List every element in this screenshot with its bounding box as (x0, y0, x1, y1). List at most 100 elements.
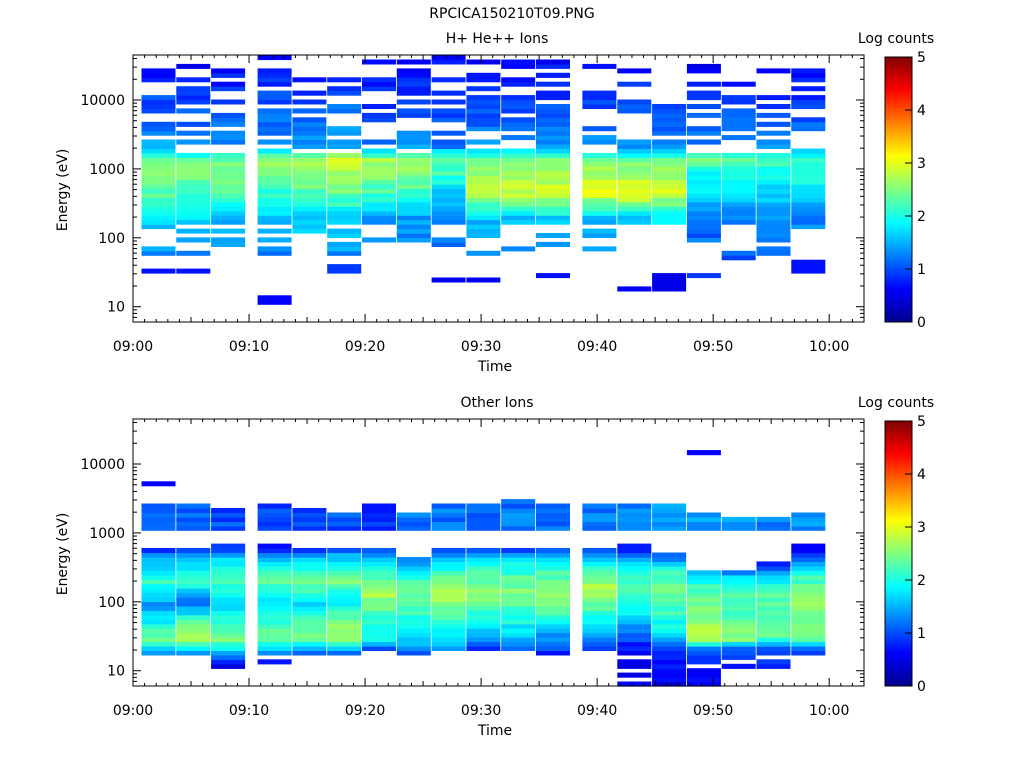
spectrogram-cell (536, 552, 570, 558)
spectrogram-cell (652, 574, 687, 580)
spectrogram-cell (211, 592, 246, 598)
spectrogram-cell (176, 521, 211, 527)
spectrogram-cell (292, 548, 327, 554)
spectrogram-cell (536, 614, 570, 620)
spectrogram-cell (211, 521, 246, 527)
spectrogram-cell (791, 268, 826, 274)
spectrogram-cell (686, 228, 721, 234)
spectrogram-cell (466, 637, 501, 643)
spectrogram-cell (211, 663, 246, 669)
spectrogram-cell (431, 197, 466, 203)
spectrogram-cell (756, 614, 791, 620)
spectrogram-cell (141, 561, 176, 567)
x-axis: 09:00 09:10 09:20 09:30 09:40 09:50 10:00 (113, 55, 865, 355)
spectrogram-cell (617, 632, 652, 638)
spectrogram-cell (686, 632, 721, 638)
spectrogram-cell (721, 95, 756, 101)
spectrogram-cell (292, 614, 327, 620)
spectrogram-cell (536, 59, 570, 65)
spectrogram-cell (466, 628, 501, 634)
spectrogram-cell (176, 121, 211, 127)
spectrogram-cell (141, 188, 176, 194)
spectrogram-cell (686, 619, 721, 625)
spectrogram-cell (292, 557, 327, 562)
spectrogram-cell (466, 557, 501, 562)
spectrogram-cell (686, 170, 721, 176)
spectrogram-cell (362, 574, 396, 580)
spectrogram-cell (756, 237, 791, 243)
spectrogram-cell (211, 68, 246, 74)
spectrogram-cell (652, 148, 687, 154)
spectrogram-cell (211, 610, 246, 616)
spectrogram-cell (582, 561, 617, 567)
spectrogram-cell (327, 233, 362, 238)
spectrogram-cell (791, 197, 826, 203)
spectrogram-cell (617, 68, 652, 74)
spectrogram-cell (257, 81, 292, 87)
colorbar-tick-label: 2 (917, 209, 926, 225)
spectrogram-cell (536, 650, 570, 656)
spectrogram-cell (686, 219, 721, 225)
spectrogram-cell (141, 210, 176, 216)
spectrogram-cell (292, 139, 327, 145)
y-tick-label: 100 (98, 595, 125, 611)
spectrogram-cell (617, 179, 652, 185)
spectrogram-cell (141, 77, 176, 83)
spectrogram-cell (501, 215, 536, 221)
spectrogram-cell (431, 632, 466, 638)
colorbar-tick-label: 2 (917, 573, 926, 589)
spectrogram-cell (176, 90, 211, 96)
spectrogram-cell (582, 597, 617, 603)
spectrogram-cell (292, 552, 327, 558)
spectrogram-cell (536, 135, 570, 141)
spectrogram-cell (362, 148, 396, 154)
spectrogram-cell (292, 632, 327, 638)
spectrogram-cell (756, 210, 791, 216)
spectrogram-cell (362, 641, 396, 647)
spectrogram-cell (721, 201, 756, 207)
spectrogram-cell (292, 152, 327, 158)
spectrogram-cell (756, 192, 791, 198)
spectrogram-cell (501, 59, 536, 65)
spectrogram-cell (536, 273, 570, 279)
spectrogram-cell (652, 503, 687, 509)
spectrogram-cell (362, 552, 396, 558)
y-tick-label: 10 (107, 300, 125, 316)
spectrogram-cell (652, 188, 687, 194)
spectrogram-cell (362, 197, 396, 203)
spectrogram-cell (652, 192, 687, 198)
spectrogram-cell (466, 72, 501, 78)
spectrogram-cell (431, 108, 466, 114)
spectrogram-cell (617, 175, 652, 181)
spectrogram-cell (756, 144, 791, 149)
spectrogram-cell (721, 255, 756, 261)
spectrogram-cell (257, 597, 292, 603)
spectrogram-cell (257, 632, 292, 638)
y-tick-label: 10000 (80, 457, 125, 473)
spectrogram-cell (686, 588, 721, 594)
spectrogram-cell (431, 614, 466, 620)
spectrogram-cell (536, 152, 570, 158)
spectrogram-cell (652, 206, 687, 212)
spectrogram-cell (791, 583, 826, 589)
spectrogram-cell (652, 521, 687, 527)
spectrogram-cell (211, 508, 246, 514)
x-axis: 09:00 09:10 09:20 09:30 09:40 09:50 10:00 (113, 419, 865, 719)
spectrogram-cell (501, 574, 536, 580)
spectrogram-cell (756, 623, 791, 629)
spectrogram-cell (257, 659, 292, 665)
spectrogram-cell (141, 610, 176, 616)
spectrogram-cell (791, 259, 826, 265)
spectrogram-cell (431, 597, 466, 603)
spectrogram-cell (431, 117, 466, 123)
spectrogram-cell (791, 619, 826, 625)
spectrogram-cell (176, 161, 211, 167)
spectrogram-cell (756, 68, 791, 74)
spectrogram-cell (362, 175, 396, 181)
spectrogram-cell (466, 95, 501, 101)
spectrogram-cell (686, 210, 721, 216)
spectrogram-cell (211, 175, 246, 181)
spectrogram-cell (466, 104, 501, 109)
spectrogram-cell (327, 570, 362, 576)
